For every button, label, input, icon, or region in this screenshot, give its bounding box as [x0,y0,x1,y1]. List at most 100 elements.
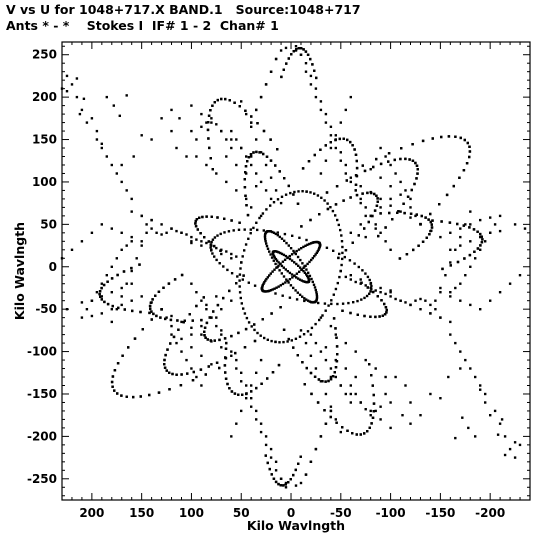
uv-point [441,267,444,271]
uv-point [235,358,238,362]
uv-point [387,160,390,163]
uv-point [245,397,248,400]
uv-point [363,314,366,318]
uv-point [503,453,507,457]
uv-point [216,234,219,237]
uv-point [267,289,270,293]
uv-point [180,373,183,376]
uv-point [237,393,240,396]
uv-point [415,164,419,167]
uv-point [344,341,347,345]
uv-point [388,211,391,215]
uv-point [150,310,153,313]
uv-point [309,74,313,78]
uv-point [130,240,133,243]
uv-point [255,221,258,224]
uv-point [389,163,392,167]
uv-point [163,366,167,369]
uv-point [288,257,292,261]
uv-point [439,286,442,290]
uv-point [449,320,452,324]
uv-point [273,287,276,290]
uv-point [474,257,477,260]
uv-point [180,337,183,341]
uv-point [374,223,377,226]
uv-point [152,312,155,316]
uv-point [449,291,452,294]
uv-point [359,433,362,436]
uv-point [195,304,198,308]
uv-point [200,299,203,302]
uv-point [228,387,231,390]
x-tick-label: -50 [330,506,352,520]
uv-point [340,263,343,267]
uv-point [213,244,216,248]
uv-point [314,341,318,345]
x-tick-label: -200 [475,506,505,520]
uv-point [230,350,233,353]
uv-point [284,486,288,489]
uv-point [411,159,415,162]
uv-point [334,146,337,150]
uv-point [242,274,245,277]
uv-point [261,212,265,215]
uv-point [489,414,492,417]
uv-point [120,180,123,184]
uv-point [459,235,462,239]
uv-point [220,129,223,133]
uv-point [430,223,433,226]
uv-point [375,194,378,197]
uv-point [323,302,327,305]
uv-point [425,236,428,239]
uv-point [298,278,302,281]
uv-point [175,229,178,233]
uv-point [493,409,497,413]
uv-point [200,384,203,387]
uv-point [106,302,110,306]
uv-point [249,228,252,231]
uv-point [479,388,482,391]
uv-point [334,333,337,336]
uv-point [479,248,482,251]
uv-point [379,418,382,421]
uv-point [218,366,221,370]
uv-point [195,218,199,221]
uv-point [375,157,378,161]
uv-point [513,456,517,459]
uv-point [373,209,377,212]
uv-point [298,293,302,296]
uv-point [262,152,265,156]
uv-point [274,232,277,236]
chart-titles: V vs U for 1048+717.X BAND.1 Source:1048… [6,2,361,34]
uv-point [270,312,273,315]
uv-point [341,302,345,305]
uv-point [396,211,399,214]
uv-point [278,235,281,239]
uv-point [344,392,347,396]
uv-point [318,318,321,322]
uv-point [125,189,128,192]
uv-point [264,454,267,457]
uv-point [140,244,143,247]
uv-point [175,146,178,150]
uv-point [247,156,251,159]
uv-point [210,363,213,366]
y-tick-label: 100 [32,175,57,189]
uv-point [206,338,209,341]
uv-point [230,435,233,438]
uv-point [259,358,263,362]
uv-point [284,193,288,196]
uv-point [321,380,324,383]
uv-point [312,241,315,244]
uv-point [78,112,82,116]
uv-point [250,115,253,118]
uv-point [365,294,369,298]
uv-point [458,176,461,179]
uv-point [429,303,432,307]
uv-point [303,265,306,268]
uv-point [255,150,258,154]
uv-point [409,422,412,425]
uv-point [191,379,195,382]
uv-point [468,150,472,153]
